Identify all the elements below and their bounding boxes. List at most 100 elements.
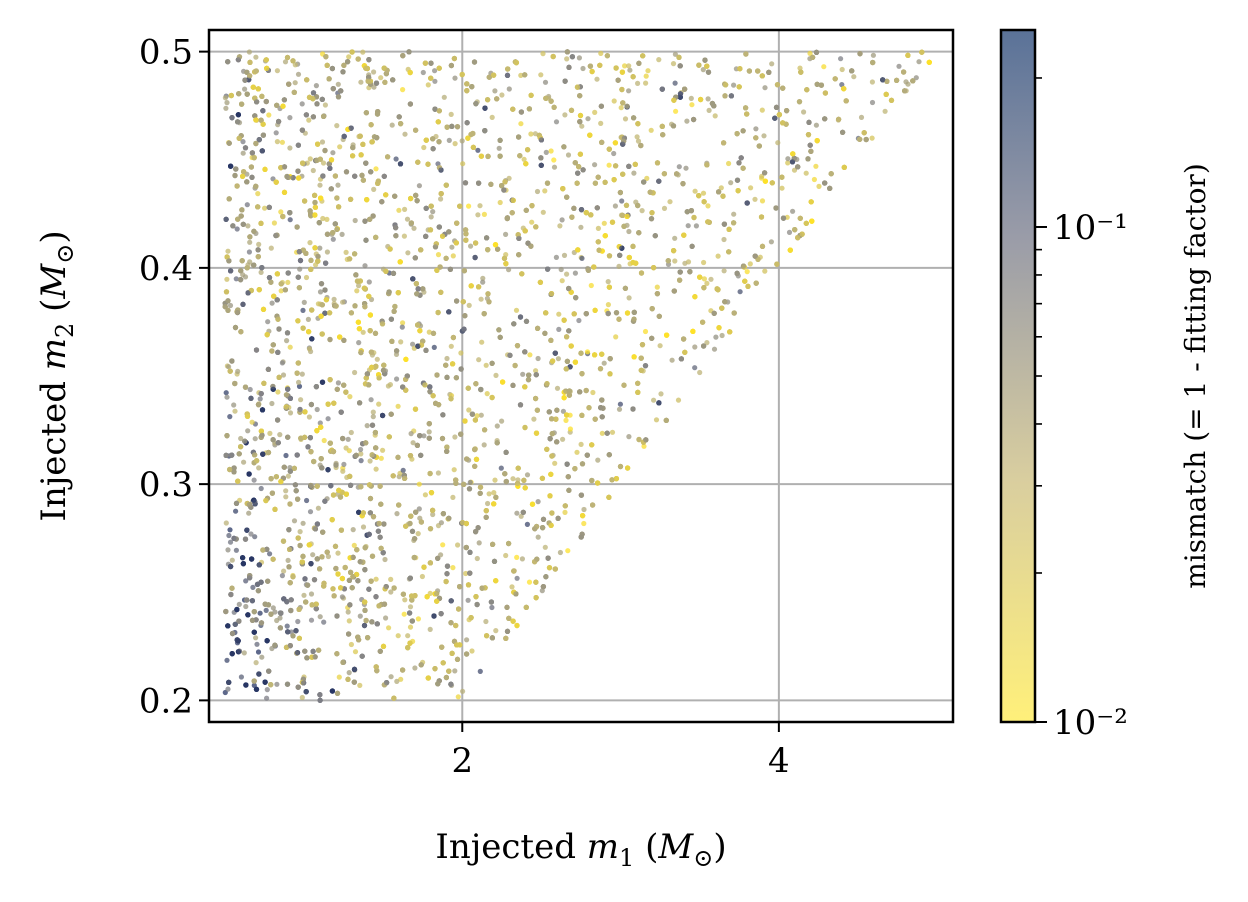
scatter-point (635, 80, 641, 86)
scatter-point (486, 491, 492, 497)
scatter-point (356, 283, 362, 289)
scatter-point (711, 346, 718, 352)
scatter-point (321, 437, 327, 444)
scatter-point (654, 284, 660, 290)
scatter-point (352, 649, 359, 655)
scatter-point (838, 56, 844, 62)
scatter-point (672, 258, 678, 264)
scatter-point (715, 253, 721, 259)
scatter-point (452, 668, 458, 674)
scatter-point (243, 578, 249, 584)
scatter-point (245, 428, 251, 434)
scatter-point (350, 527, 356, 533)
scatter-point (753, 126, 759, 132)
scatter-point (535, 355, 541, 362)
scatter-point (483, 362, 489, 368)
scatter-point (737, 289, 743, 295)
scatter-point (588, 282, 594, 289)
scatter-point (400, 467, 406, 473)
scatter-point (618, 105, 624, 111)
scatter-point (580, 65, 586, 72)
scatter-point (325, 553, 331, 560)
scatter-point (317, 420, 323, 426)
scatter-point (731, 82, 737, 88)
scatter-point (858, 114, 865, 120)
scatter-point (513, 307, 520, 313)
scatter-point (346, 618, 352, 624)
scatter-point (492, 88, 498, 94)
scatter-point (394, 510, 400, 517)
scatter-point (474, 413, 480, 419)
scatter-point (388, 589, 394, 595)
scatter-point (641, 443, 647, 449)
scatter-point (314, 406, 320, 413)
scatter-point (479, 339, 485, 345)
scatter-point (435, 252, 442, 258)
scatter-point (223, 390, 229, 396)
scatter-point (542, 544, 548, 550)
scatter-point (416, 481, 422, 487)
scatter-point (287, 344, 293, 350)
scatter-point (252, 436, 258, 442)
scatter-point (233, 508, 239, 514)
scatter-point (257, 610, 263, 616)
scatter-point (345, 436, 351, 442)
scatter-point (320, 215, 326, 222)
scatter-point (415, 616, 421, 622)
scatter-point (560, 436, 566, 442)
scatter-point (555, 356, 562, 362)
scatter-point (450, 494, 456, 500)
scatter-point (449, 244, 455, 250)
scatter-point (225, 248, 231, 254)
scatter-point (644, 175, 650, 181)
scatter-point (246, 249, 252, 255)
scatter-point (658, 391, 664, 397)
scatter-point (561, 252, 568, 258)
scatter-point (605, 279, 611, 285)
scatter-point (258, 269, 264, 275)
scatter-point (252, 534, 258, 540)
scatter-point (430, 511, 436, 518)
scatter-point (440, 542, 446, 548)
scatter-point (380, 447, 386, 453)
scatter-point (531, 416, 537, 422)
scatter-point (492, 477, 498, 483)
scatter-point (303, 274, 310, 281)
scatter-point (223, 105, 229, 111)
scatter-point (347, 394, 353, 400)
scatter-point (648, 127, 654, 133)
scatter-point (498, 465, 504, 471)
scatter-point (634, 134, 640, 140)
scatter-point (657, 343, 663, 349)
scatter-point (534, 188, 541, 195)
scatter-point (670, 61, 677, 67)
scatter-point (339, 594, 345, 600)
scatter-point (224, 394, 230, 400)
scatter-point (559, 278, 565, 284)
scatter-point (233, 547, 239, 553)
scatter-point (360, 524, 367, 530)
scatter-point (477, 668, 483, 675)
scatter-point (535, 499, 541, 505)
scatter-point (752, 196, 758, 202)
scatter-point (362, 263, 368, 269)
scatter-point (253, 635, 259, 641)
scatter-point (357, 682, 363, 689)
scatter-point (762, 85, 768, 91)
scatter-point (529, 219, 535, 225)
scatter-point (266, 112, 272, 118)
scatter-point (553, 254, 560, 260)
scatter-point (821, 64, 827, 70)
scatter-point (477, 203, 483, 209)
scatter-point (759, 198, 766, 204)
scatter-point (514, 510, 520, 516)
scatter-point (474, 555, 480, 562)
scatter-point (263, 607, 269, 614)
scatter-point (489, 604, 495, 611)
scatter-point (718, 185, 724, 191)
scatter-point (427, 626, 433, 633)
scatter-point (301, 299, 307, 305)
scatter-point (605, 302, 612, 308)
scatter-point (460, 688, 466, 694)
scatter-point (287, 410, 294, 416)
